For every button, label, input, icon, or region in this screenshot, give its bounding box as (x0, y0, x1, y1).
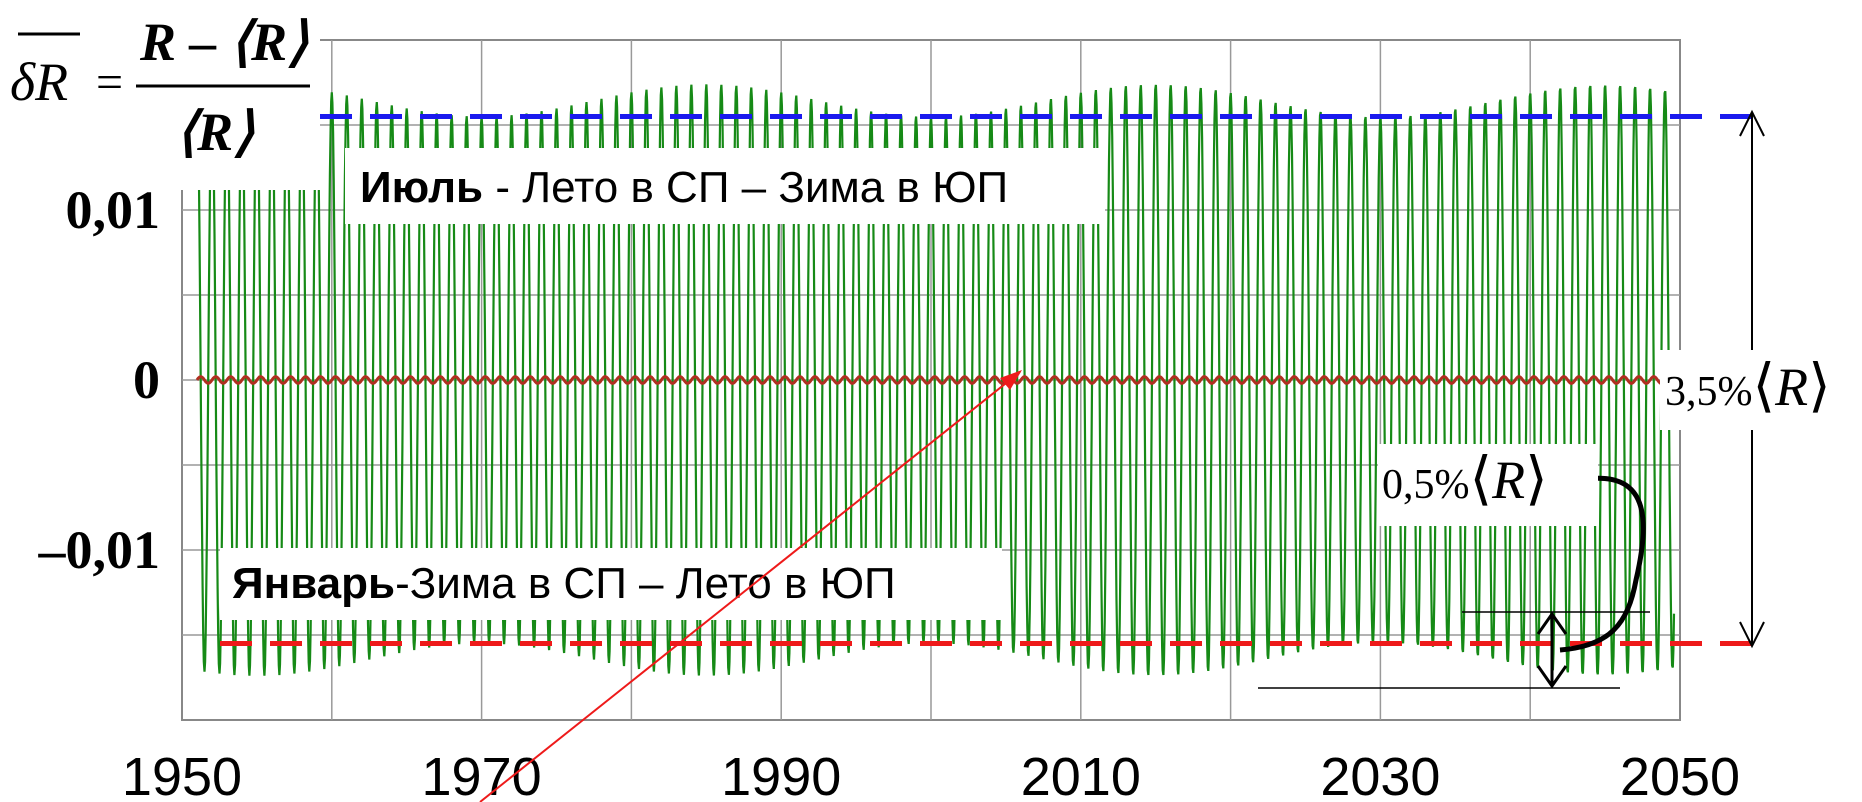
january-label: Январь-Зима в СП – Лето в ЮП (220, 548, 1002, 620)
svg-text:Январь-Зима в СП – Лето в ЮП: Январь-Зима в СП – Лето в ЮП (232, 559, 896, 608)
x-tick-label: 2010 (1021, 747, 1141, 802)
formula-numerator: R – ⟨R⟩ (139, 12, 309, 72)
formula: δR = R – ⟨R⟩ ⟨R⟩ (0, 0, 320, 190)
small-range-symbol: R (1491, 450, 1525, 510)
mean-series (195, 374, 1676, 386)
small-range-indicator: 0,5%⟨R⟩ (1258, 444, 1650, 689)
july-label: Июль - Лето в СП – Зима в ЮП (345, 148, 1105, 224)
january-label-bold: Январь (232, 559, 395, 608)
july-label-rest: - Лето в СП – Зима в ЮП (483, 163, 1008, 212)
oscillation-series (195, 84, 1676, 676)
reference-lines (220, 114, 1770, 646)
pointer-arrow (479, 370, 1022, 802)
x-axis-ticks: 1950 1970 1990 2010 2030 2050 (122, 747, 1740, 802)
formula-denominator: ⟨R⟩ (176, 102, 255, 162)
full-range-indicator: 3,5%⟨R⟩ (1660, 109, 1862, 649)
y-tick-label: –0,01 (38, 520, 161, 580)
y-tick-label: 0 (133, 350, 160, 410)
svg-text:=: = (96, 56, 123, 109)
full-range-symbol: R (1774, 357, 1808, 417)
x-tick-label: 1950 (122, 747, 242, 802)
january-label-rest: -Зима в СП – Лето в ЮП (395, 559, 896, 608)
y-axis-ticks: 0,010–0,01 (38, 180, 161, 580)
svg-text:Июль - Лето в СП – Зима в ЮП: Июль - Лето в СП – Зима в ЮП (360, 163, 1008, 212)
svg-text:3,5%⟨R⟩: 3,5%⟨R⟩ (1665, 353, 1831, 418)
svg-text:0,5%⟨R⟩: 0,5%⟨R⟩ (1382, 446, 1548, 511)
x-tick-label: 2050 (1620, 747, 1740, 802)
july-label-bold: Июль (360, 163, 483, 212)
mean-line (195, 374, 1676, 386)
small-range-value: 0,5% (1382, 462, 1470, 508)
x-tick-label: 1990 (721, 747, 841, 802)
formula-lhs: δR (10, 52, 68, 112)
oscillation-line (195, 84, 1676, 676)
x-tick-label: 1970 (422, 747, 542, 802)
full-range-value: 3,5% (1665, 369, 1753, 415)
x-tick-label: 2030 (1320, 747, 1440, 802)
